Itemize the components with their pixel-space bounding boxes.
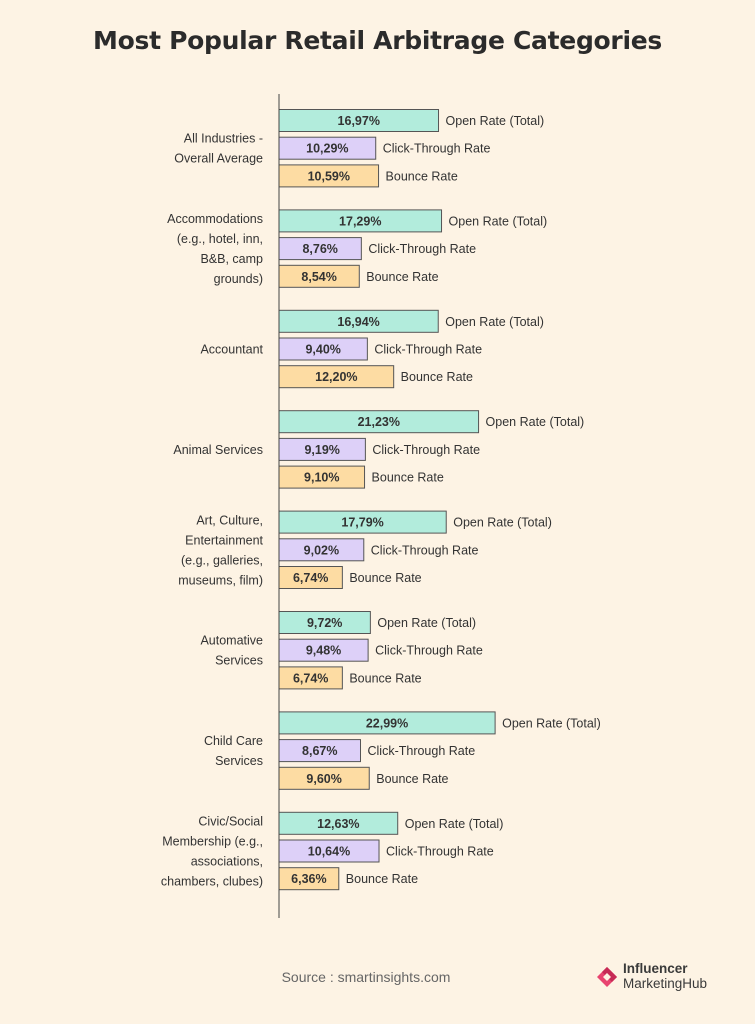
category-label-4: Animal Services [173,443,263,457]
data-label-5-series-3: 6,74% [293,571,328,585]
category-label-2: Accommodations (e.g., hotel, inn, B&B, cam… [167,212,263,286]
data-label-8-series-3: 6,36% [291,872,326,886]
category-label-8: Civic/Social Membership (e.g., association… [161,815,263,889]
series-label-8-series-3: Bounce Rate [346,872,418,886]
series-label-8-series-1: Open Rate (Total) [405,817,504,831]
logo-mark-icon [597,967,617,987]
data-label-6-series-1: 9,72% [307,616,342,630]
category-label-6: Automative Services [200,634,263,668]
data-label-3-series-1: 16,94% [337,315,379,329]
series-label-3-series-2: Click-Through Rate [374,343,482,357]
data-label-1-series-2: 10,29% [306,142,348,156]
data-label-1-series-3: 10,59% [308,169,350,183]
data-label-2-series-3: 8,54% [301,270,336,284]
data-label-6-series-2: 9,48% [306,644,341,658]
series-label-1-series-2: Click-Through Rate [383,142,491,156]
influencer-marketing-hub-logo: Influencer MarketingHub [595,959,735,995]
data-label-7-series-1: 22,99% [366,716,408,730]
chart-title: Most Popular Retail Arbitrage Categories [93,26,662,55]
category-label-5: Art, Culture, Entertainment (e.g., galleri… [178,513,263,587]
series-label-6-series-3: Bounce Rate [349,671,421,685]
series-label-8-series-2: Click-Through Rate [386,845,494,859]
data-label-3-series-3: 12,20% [315,370,357,384]
series-label-4-series-2: Click-Through Rate [372,443,480,457]
category-label-7: Child Care Services [204,734,263,768]
data-label-4-series-1: 21,23% [358,415,400,429]
series-label-1-series-1: Open Rate (Total) [446,114,545,128]
series-label-5-series-2: Click-Through Rate [371,543,479,557]
series-label-5-series-1: Open Rate (Total) [453,516,552,530]
category-label-3: Accountant [200,343,263,357]
data-label-7-series-3: 9,60% [306,772,341,786]
data-label-8-series-2: 10,64% [308,845,350,859]
series-label-7-series-3: Bounce Rate [376,772,448,786]
data-label-8-series-1: 12,63% [317,817,359,831]
series-label-1-series-3: Bounce Rate [386,169,458,183]
bar-chart: 16,97% Open Rate (Total) 10,29% Click-Throu… [161,94,601,918]
data-label-3-series-2: 9,40% [305,343,340,357]
data-label-2-series-2: 8,76% [302,242,337,256]
series-label-7-series-1: Open Rate (Total) [502,716,601,730]
series-label-5-series-3: Bounce Rate [349,571,421,585]
data-label-6-series-3: 6,74% [293,671,328,685]
data-label-4-series-3: 9,10% [304,471,339,485]
data-label-5-series-2: 9,02% [304,543,339,557]
data-label-4-series-2: 9,19% [304,443,339,457]
source-note: Source : smartinsights.com [281,969,451,985]
series-label-2-series-3: Bounce Rate [366,270,438,284]
data-label-7-series-2: 8,67% [302,744,337,758]
logo-text-line2: MarketingHub [623,976,708,991]
series-label-4-series-3: Bounce Rate [372,471,444,485]
series-label-3-series-1: Open Rate (Total) [445,315,544,329]
series-label-2-series-1: Open Rate (Total) [449,214,548,228]
series-label-4-series-1: Open Rate (Total) [486,415,585,429]
data-label-1-series-1: 16,97% [338,114,380,128]
series-label-6-series-1: Open Rate (Total) [377,616,476,630]
series-label-6-series-2: Click-Through Rate [375,644,483,658]
series-label-2-series-2: Click-Through Rate [368,242,476,256]
data-label-2-series-1: 17,29% [339,214,381,228]
logo-text-line1: Influencer [623,961,688,976]
data-label-5-series-1: 17,79% [341,516,383,530]
series-label-7-series-2: Click-Through Rate [367,744,475,758]
category-label-1: All Industries -Overall Average [174,132,263,166]
series-label-3-series-3: Bounce Rate [401,370,473,384]
